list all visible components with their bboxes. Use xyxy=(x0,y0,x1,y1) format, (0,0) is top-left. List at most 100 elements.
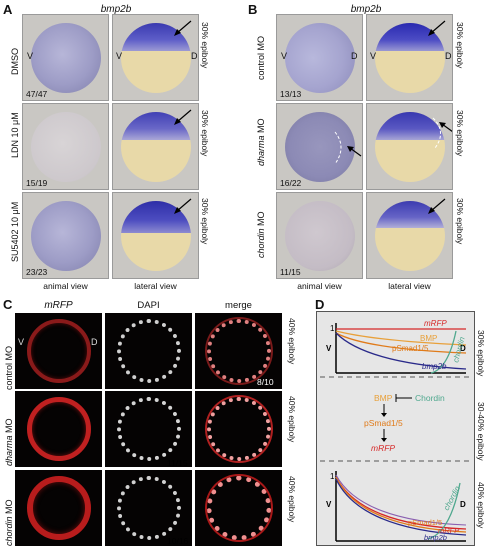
panel-b-gene-title: bmp2b xyxy=(350,4,382,15)
panel-d-stage-middle: 30-40% epiboly xyxy=(476,402,486,461)
panel-a-image-su5402-lateral xyxy=(112,192,199,279)
embryo xyxy=(375,112,445,182)
panel-c-count-3: 10/16 xyxy=(167,536,189,546)
panel-b-view-lateral: lateral view xyxy=(388,281,431,291)
embryo xyxy=(31,201,101,271)
d-label: D xyxy=(91,337,98,347)
panel-c-stage-3: 40% epiboly xyxy=(287,476,297,523)
arrow-icon xyxy=(174,198,192,214)
embryo-ring xyxy=(207,319,271,383)
panel-b-image-dharma-animal: 16/22 xyxy=(276,103,363,190)
panel-c-count-2: 11/15 xyxy=(167,458,188,468)
label-bmp2b-top: bmp2b xyxy=(422,362,447,371)
panel-c-row-label-1: control MO xyxy=(4,345,14,390)
panel-a-view-animal: animal view xyxy=(43,281,88,291)
embryo-ring xyxy=(207,397,271,461)
embryo xyxy=(121,112,191,182)
panel-a-view-lateral: lateral view xyxy=(134,281,177,291)
count-label: 23/23 xyxy=(26,267,48,277)
panel-c-image-control-mrfp: V D xyxy=(15,313,102,389)
panel-c-stage-2: 40% epiboly xyxy=(287,396,297,443)
curve-psmad-bottom xyxy=(335,476,467,533)
count-label: 15/19 xyxy=(26,178,48,188)
gene-name: dharma xyxy=(4,435,14,466)
curve-bmp2b xyxy=(335,332,467,370)
y-tick-top: 1 xyxy=(330,324,335,333)
d-label: D xyxy=(191,51,198,61)
d-label: D xyxy=(445,51,452,61)
embryo xyxy=(121,23,191,93)
panel-b-stage-2: 30% epiboly xyxy=(455,110,465,157)
arrowhead-2 xyxy=(381,438,387,442)
embryo-ring xyxy=(117,476,181,540)
gene-name: chordin xyxy=(4,516,14,546)
panel-c-stage-1: 40% epiboly xyxy=(287,318,297,365)
panel-b-image-chordin-lateral xyxy=(366,192,453,279)
panel-a-row-label-2: LDN 10 μM xyxy=(10,112,20,158)
arrow-icon xyxy=(174,109,192,125)
panel-c-image-dharma-dapi xyxy=(105,391,192,467)
panel-a-image-dmso-animal: V 47/47 xyxy=(22,14,109,101)
curve-bmp xyxy=(335,330,467,346)
panel-a-stage-1: 30% epiboly xyxy=(200,22,210,69)
d-label-bottom: D xyxy=(460,500,466,509)
panel-d-stage-top: 30% epiboly xyxy=(476,330,486,377)
pathway-psmad: pSmad1/5 xyxy=(364,418,403,428)
label-mrfp-top: mRFP xyxy=(424,319,447,328)
panel-a-image-su5402-animal: 23/23 xyxy=(22,192,109,279)
embryo xyxy=(285,201,355,271)
arrowhead-1 xyxy=(381,413,387,417)
embryo-ring xyxy=(27,397,91,461)
panel-c-image-dharma-mrfp xyxy=(15,391,102,467)
panel-c-row-label-2: dharma MO xyxy=(4,418,14,466)
panel-c-header-merge: merge xyxy=(225,300,252,311)
embryo-ring xyxy=(117,319,181,383)
embryo xyxy=(375,23,445,93)
panel-c-image-control-merge: 8/10 xyxy=(195,313,282,389)
panel-b-row-label-3: chordin MO xyxy=(256,211,266,258)
panel-c-header-mrfp: mRFP xyxy=(44,300,73,311)
v-label: V xyxy=(116,51,123,61)
panel-b-row-label-2: dharma MO xyxy=(256,118,266,166)
panel-b-stage-1: 30% epiboly xyxy=(455,22,465,69)
panel-b-view-animal: animal view xyxy=(297,281,342,291)
panel-c-letter: C xyxy=(3,297,13,312)
v-label-bottom: V xyxy=(326,500,332,509)
mo-suffix: MO xyxy=(4,499,14,517)
curve-psmad xyxy=(335,332,467,354)
mo-suffix: MO xyxy=(4,418,14,436)
embryo xyxy=(375,201,445,271)
count-label: 47/47 xyxy=(26,89,48,99)
label-psmad-bottom: pSmad1/5 xyxy=(408,518,442,527)
panel-c-row-label-3: chordin MO xyxy=(4,499,14,546)
arrow-icon xyxy=(428,198,446,214)
v-label: V xyxy=(27,51,34,61)
pathway-bmp: BMP xyxy=(374,393,393,403)
panel-d-stage-bottom: 40% epiboly xyxy=(476,482,486,529)
schematic-frame xyxy=(316,311,475,546)
panel-b-stage-3: 30% epiboly xyxy=(455,198,465,245)
embryo-ring xyxy=(27,319,91,383)
mo-suffix: MO xyxy=(256,211,266,229)
panel-c-header-dapi: DAPI xyxy=(137,300,160,311)
panel-d-schematic: 1 V D mRFP BMP pSmad1/5 bmp2b chordin BM… xyxy=(316,311,475,546)
panel-a-image-dmso-lateral: V D xyxy=(112,14,199,101)
count-label: 11/15 xyxy=(280,267,301,277)
panel-b-image-control-animal: V D 13/13 xyxy=(276,14,363,101)
count-label: 16/22 xyxy=(280,178,302,188)
label-mrfp-bottom: mRFP xyxy=(438,526,459,535)
panel-b-image-control-lateral: V D xyxy=(366,14,453,101)
arrow-icon xyxy=(439,122,452,133)
embryo-ring xyxy=(207,476,271,540)
arrow-icon xyxy=(347,146,362,157)
gene-name: chordin xyxy=(256,228,266,258)
panel-b-row-label-1: control MO xyxy=(256,35,266,80)
v-label: V xyxy=(281,51,288,61)
curve-chordin-bottom xyxy=(427,482,461,540)
curve-chordin xyxy=(430,330,457,374)
v-label: V xyxy=(18,337,25,347)
panel-b-image-chordin-animal: 11/15 xyxy=(276,192,363,279)
embryo xyxy=(285,112,355,182)
count-label: 8/10 xyxy=(257,377,274,387)
mo-suffix: MO xyxy=(256,118,266,136)
